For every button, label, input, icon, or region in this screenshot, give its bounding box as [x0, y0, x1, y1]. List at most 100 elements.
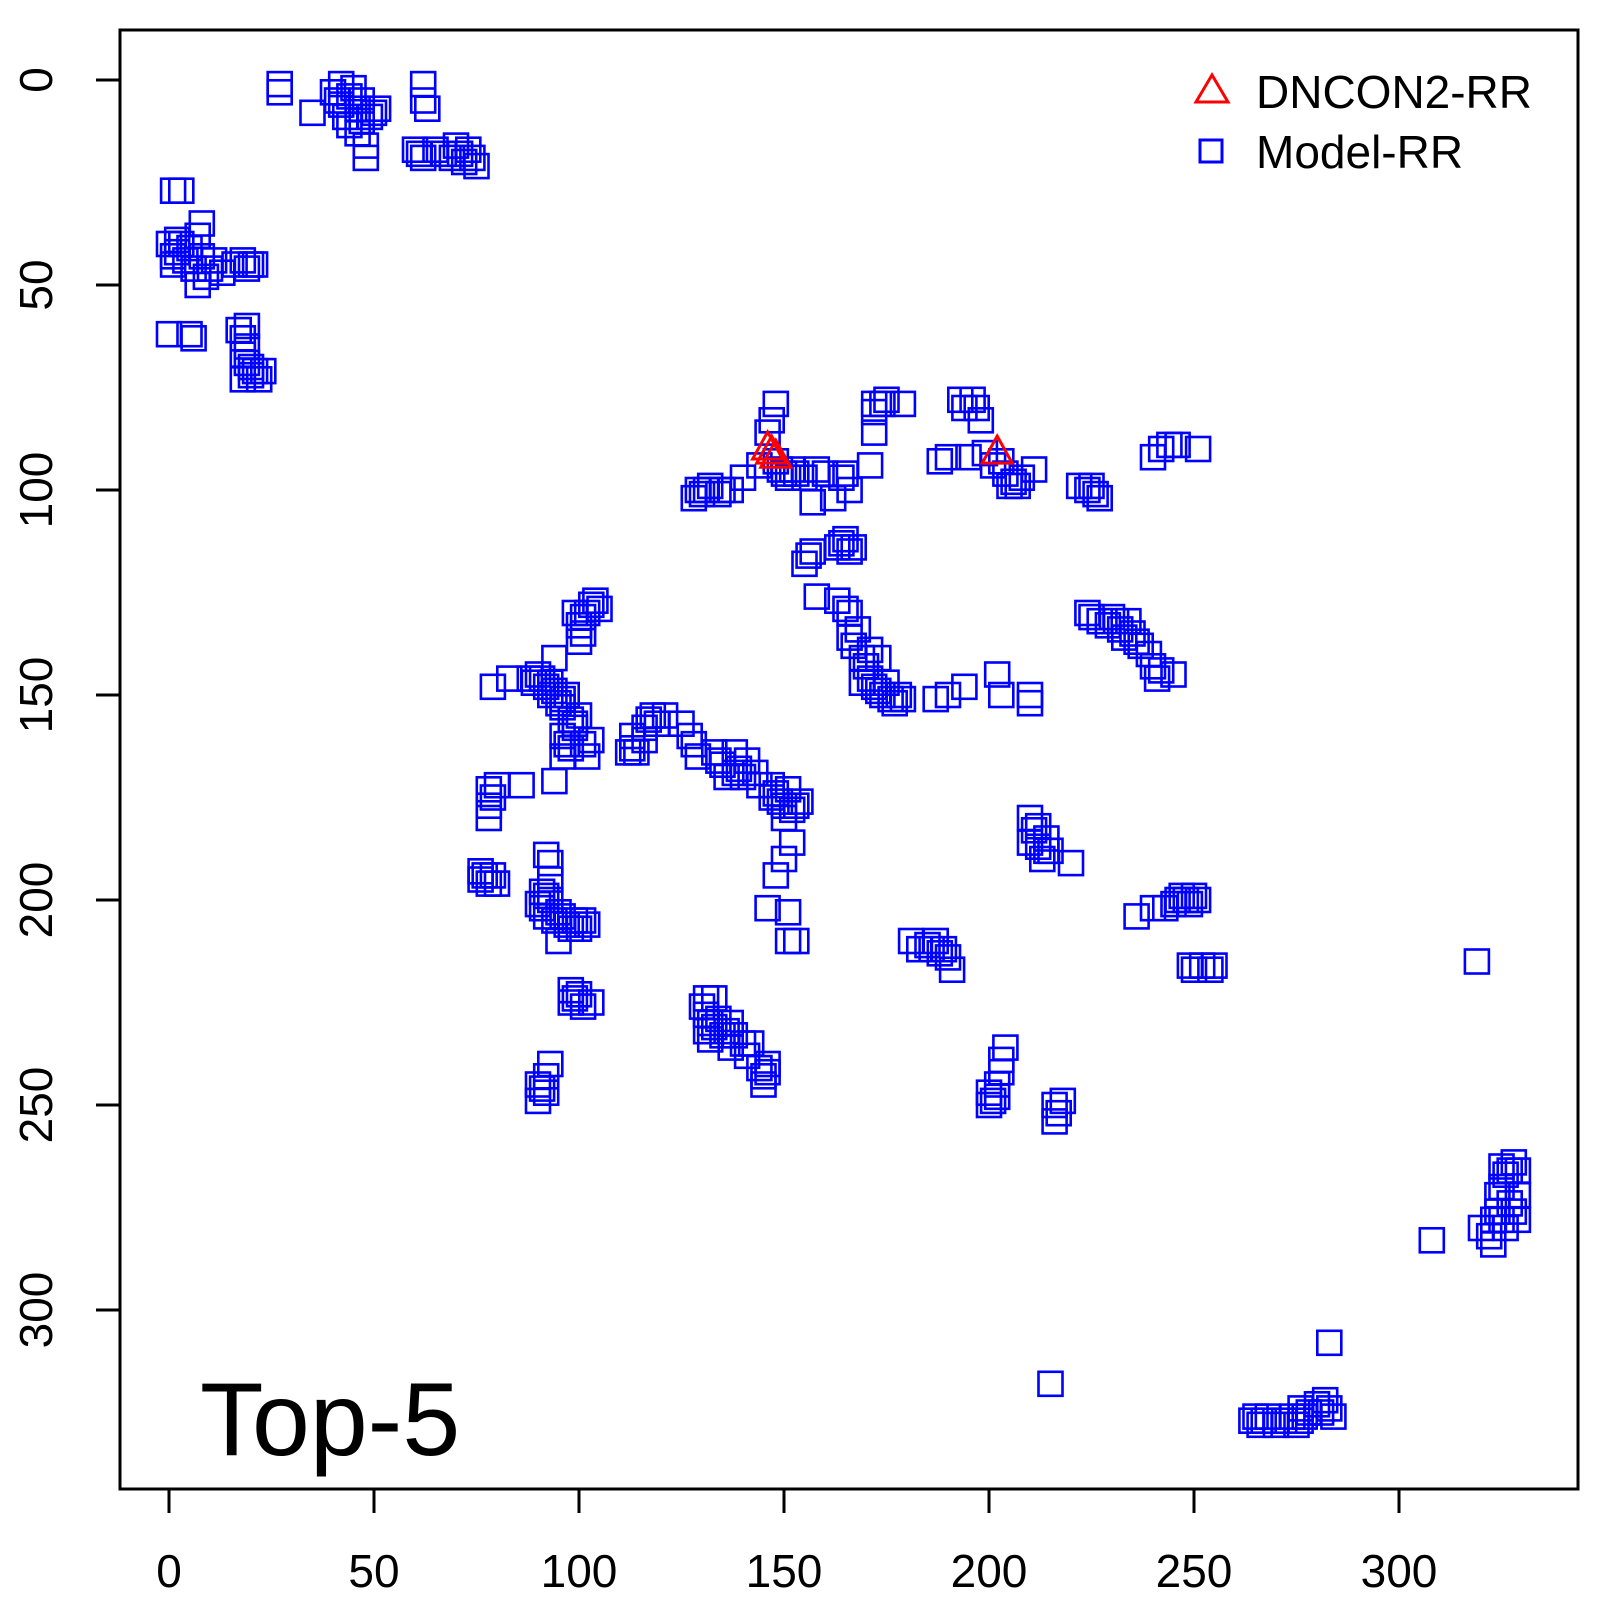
legend-label-model-rr: Model-RR — [1256, 126, 1463, 178]
model-rr-point — [1311, 1386, 1339, 1414]
x-tick-label: 50 — [348, 1545, 399, 1597]
model-rr-point — [934, 681, 962, 709]
model-rr-point — [1123, 903, 1150, 930]
model-rr-point — [241, 251, 269, 278]
model-rr-point — [192, 263, 220, 291]
x-tick-label: 250 — [1156, 1545, 1233, 1597]
model-rr-point — [758, 406, 786, 434]
model-rr-point — [787, 788, 814, 815]
legend-label-dncon2-rr: DNCON2-RR — [1256, 66, 1532, 118]
model-rr-point — [1049, 1087, 1077, 1115]
model-rr-point — [233, 312, 261, 340]
model-rr-point — [483, 870, 511, 897]
model-rr-point — [979, 1087, 1007, 1115]
model-rr-point — [1463, 948, 1491, 975]
model-rr-point — [1496, 1190, 1523, 1217]
model-rr-point — [352, 144, 380, 172]
model-rr-point — [479, 862, 507, 889]
model-rr-point — [1082, 480, 1109, 508]
model-rr-point — [577, 989, 605, 1016]
model-rr-point — [1004, 472, 1032, 500]
dncon2-rr-point — [758, 437, 794, 469]
model-rr-point — [778, 796, 806, 824]
x-tick-label: 0 — [156, 1545, 182, 1597]
model-rr-point — [856, 452, 884, 479]
model-rr-point — [778, 829, 806, 856]
model-rr-point — [573, 743, 601, 770]
model-rr-point — [1041, 1091, 1068, 1119]
model-rr-point — [746, 1054, 773, 1082]
model-rr-point — [700, 985, 728, 1012]
model-rr-point — [676, 722, 704, 750]
model-rr-point — [1184, 435, 1212, 463]
model-rr-point — [1418, 1227, 1446, 1254]
model-rr-point — [983, 661, 1011, 688]
model-rr-point — [401, 136, 429, 163]
model-rr-point — [836, 476, 863, 504]
y-tick-label: 100 — [10, 452, 62, 529]
x-tick-label: 200 — [951, 1545, 1028, 1597]
model-rr-point — [475, 775, 503, 803]
model-rr-point — [1316, 1395, 1343, 1422]
model-rr-point — [1504, 1206, 1532, 1234]
model-rr-point — [1201, 952, 1228, 979]
model-rr-point — [569, 907, 597, 934]
model-rr-point — [782, 927, 810, 955]
y-tick-label: 50 — [10, 259, 62, 310]
model-rr-point — [1184, 886, 1212, 914]
model-rr-point — [536, 849, 564, 877]
model-rr-point — [1500, 1198, 1528, 1225]
model-rr-point — [586, 595, 613, 623]
model-rr-point — [360, 99, 388, 127]
model-rr-point — [938, 956, 966, 984]
model-rr-point — [1316, 1329, 1343, 1357]
dncon2-rr-point — [979, 433, 1015, 465]
model-rr-point — [836, 538, 863, 565]
model-rr-point — [688, 480, 716, 508]
data-marks — [155, 70, 1532, 1439]
model-rr-point — [1057, 849, 1085, 877]
model-rr-point — [250, 357, 277, 385]
model-rr-point — [967, 406, 995, 434]
model-rr-point — [409, 87, 437, 114]
model-rr-point — [782, 792, 810, 820]
legend: DNCON2-RR Model-RR — [1193, 66, 1532, 178]
x-tick-label: 100 — [541, 1545, 618, 1597]
model-rr-point — [803, 583, 831, 610]
model-rr-point — [1500, 1149, 1528, 1176]
model-rr-point — [176, 320, 203, 348]
model-rr-point — [1029, 845, 1056, 873]
model-rr-point — [413, 95, 441, 122]
model-rr-point — [635, 706, 663, 733]
model-rr-point — [926, 447, 954, 475]
model-rr-point — [873, 386, 900, 414]
model-rr-point — [754, 894, 781, 922]
y-tick-label: 0 — [10, 67, 62, 93]
model-rr-point — [475, 792, 503, 820]
model-rr-point — [856, 636, 884, 664]
plot-frame — [118, 28, 1580, 1491]
model-rr-point — [1037, 1370, 1064, 1398]
model-rr-point — [651, 702, 679, 729]
legend-marker-model-rr — [1198, 138, 1224, 164]
model-rr-point — [577, 591, 605, 619]
model-rr-point — [561, 985, 589, 1012]
y-tick-label: 250 — [10, 1067, 62, 1144]
model-rr-point — [860, 419, 888, 446]
model-rr-point — [188, 210, 216, 237]
model-rr-point — [356, 103, 384, 131]
model-rr-point — [1016, 689, 1044, 717]
model-rr-point — [881, 689, 909, 717]
model-rr-point — [536, 866, 564, 893]
model-rr-point — [1143, 665, 1171, 692]
model-rr-point — [889, 685, 917, 713]
model-rr-point — [992, 1034, 1019, 1061]
model-rr-point — [930, 935, 958, 963]
model-rr-point — [565, 915, 593, 943]
dncon2-rr-point — [750, 428, 786, 461]
model-rr-point — [795, 542, 822, 569]
model-rr-point — [266, 79, 294, 106]
dncon2-rr-point — [754, 433, 790, 465]
